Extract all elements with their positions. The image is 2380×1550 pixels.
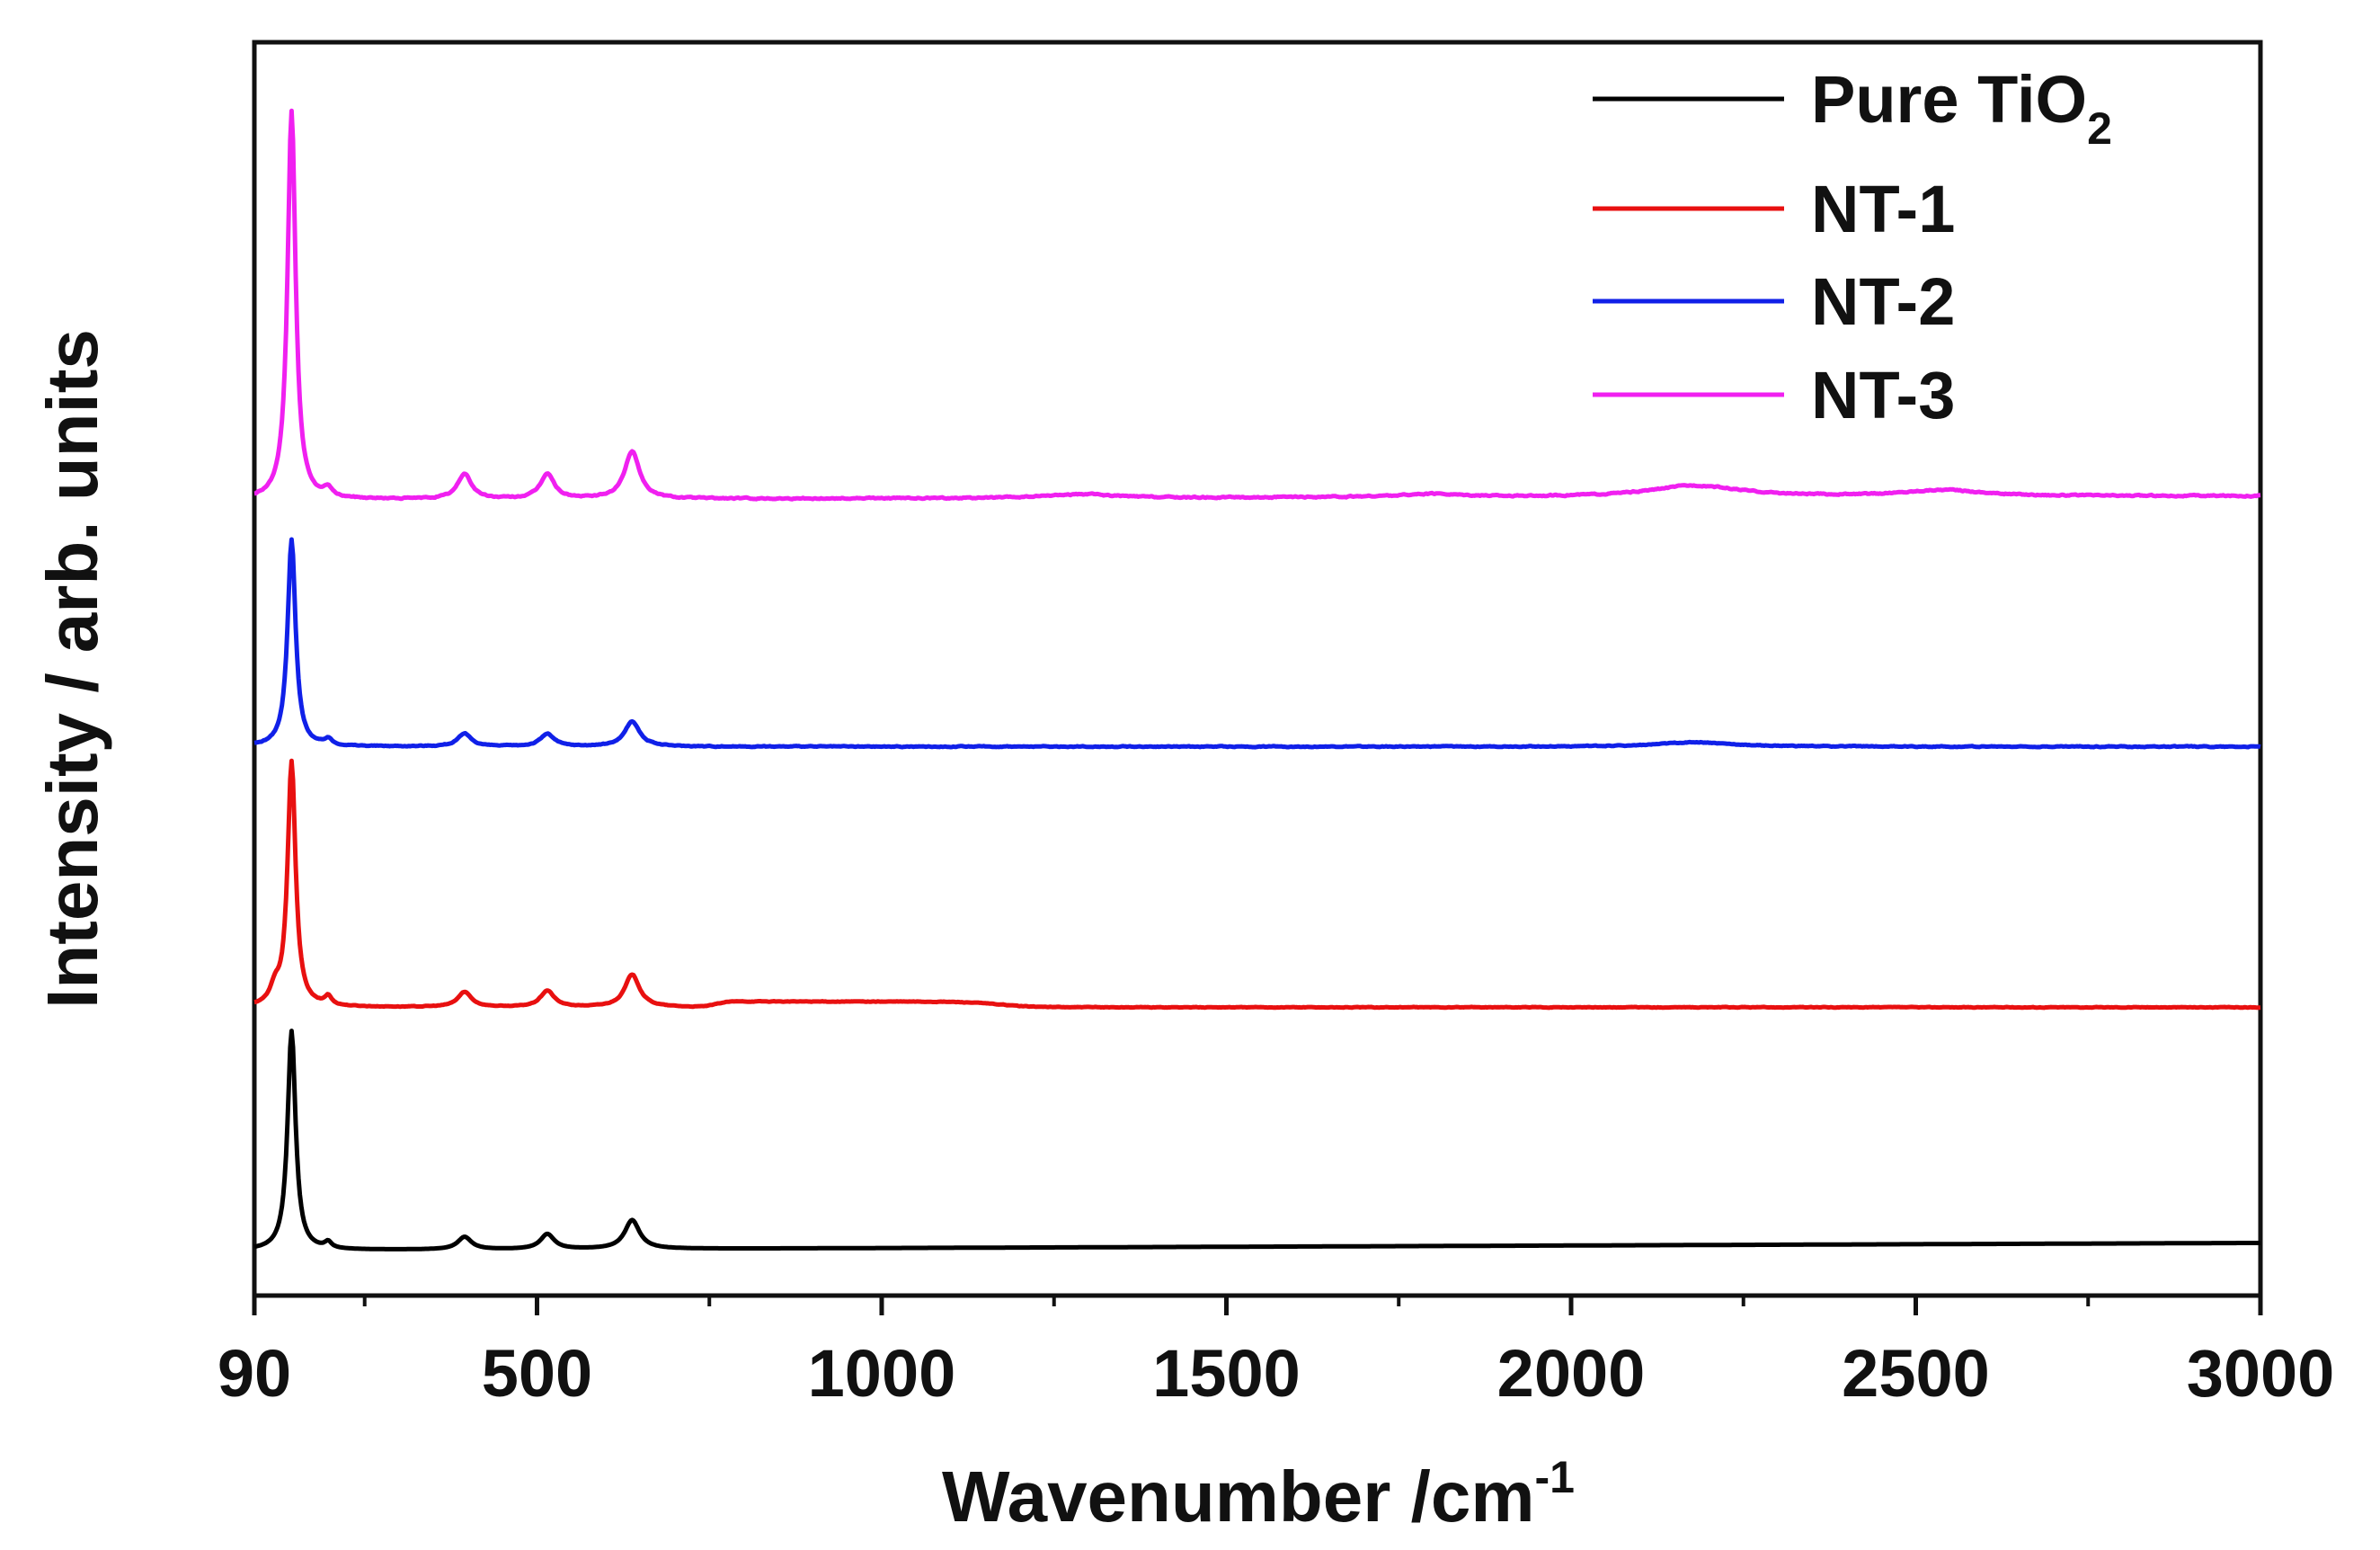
series-line-nt-1	[253, 758, 2261, 1011]
legend-label-3: NT-3	[1811, 358, 1955, 432]
x-tick-label-4: 2000	[1497, 1336, 1646, 1411]
legend-label-0: Pure TiO2	[1811, 62, 2112, 154]
y-axis-title: Intensity / arb. units	[32, 329, 112, 1009]
x-axis-title-superscript: -1	[1534, 1452, 1574, 1502]
legend-label-2: NT-2	[1811, 264, 1955, 339]
legend: Pure TiO2 NT-1 NT-2 NT-3	[1593, 62, 2112, 432]
legend-label-1: NT-1	[1811, 172, 1955, 246]
x-tick-label-5: 2500	[1842, 1336, 1990, 1411]
x-axis-tick-labels: 90 500 1000 1500 2000 2500 3000	[218, 1336, 2334, 1411]
legend-label-subscript-0: 2	[2087, 103, 2112, 154]
x-tick-label-1: 500	[482, 1336, 592, 1411]
legend-label-text-1: NT-1	[1811, 172, 1955, 246]
series-lines	[253, 108, 2261, 1252]
x-tick-label-6: 3000	[2187, 1336, 2335, 1411]
legend-label-text-0: Pure TiO	[1811, 62, 2087, 137]
series-line-nt-3	[253, 108, 2261, 502]
x-tick-label-2: 1000	[808, 1336, 956, 1411]
x-axis-ticks	[252, 1296, 2263, 1315]
legend-label-text-3: NT-3	[1811, 358, 1955, 432]
x-tick-label-3: 1500	[1152, 1336, 1301, 1411]
legend-label-text-2: NT-2	[1811, 264, 1955, 339]
plot-frame	[252, 40, 2263, 1298]
series-line-nt-2	[253, 537, 2261, 750]
x-tick-label-0: 90	[218, 1336, 291, 1411]
x-axis-title: Wavenumber /cm-1	[942, 1452, 1575, 1537]
series-line-pure-tio	[253, 1029, 2261, 1252]
